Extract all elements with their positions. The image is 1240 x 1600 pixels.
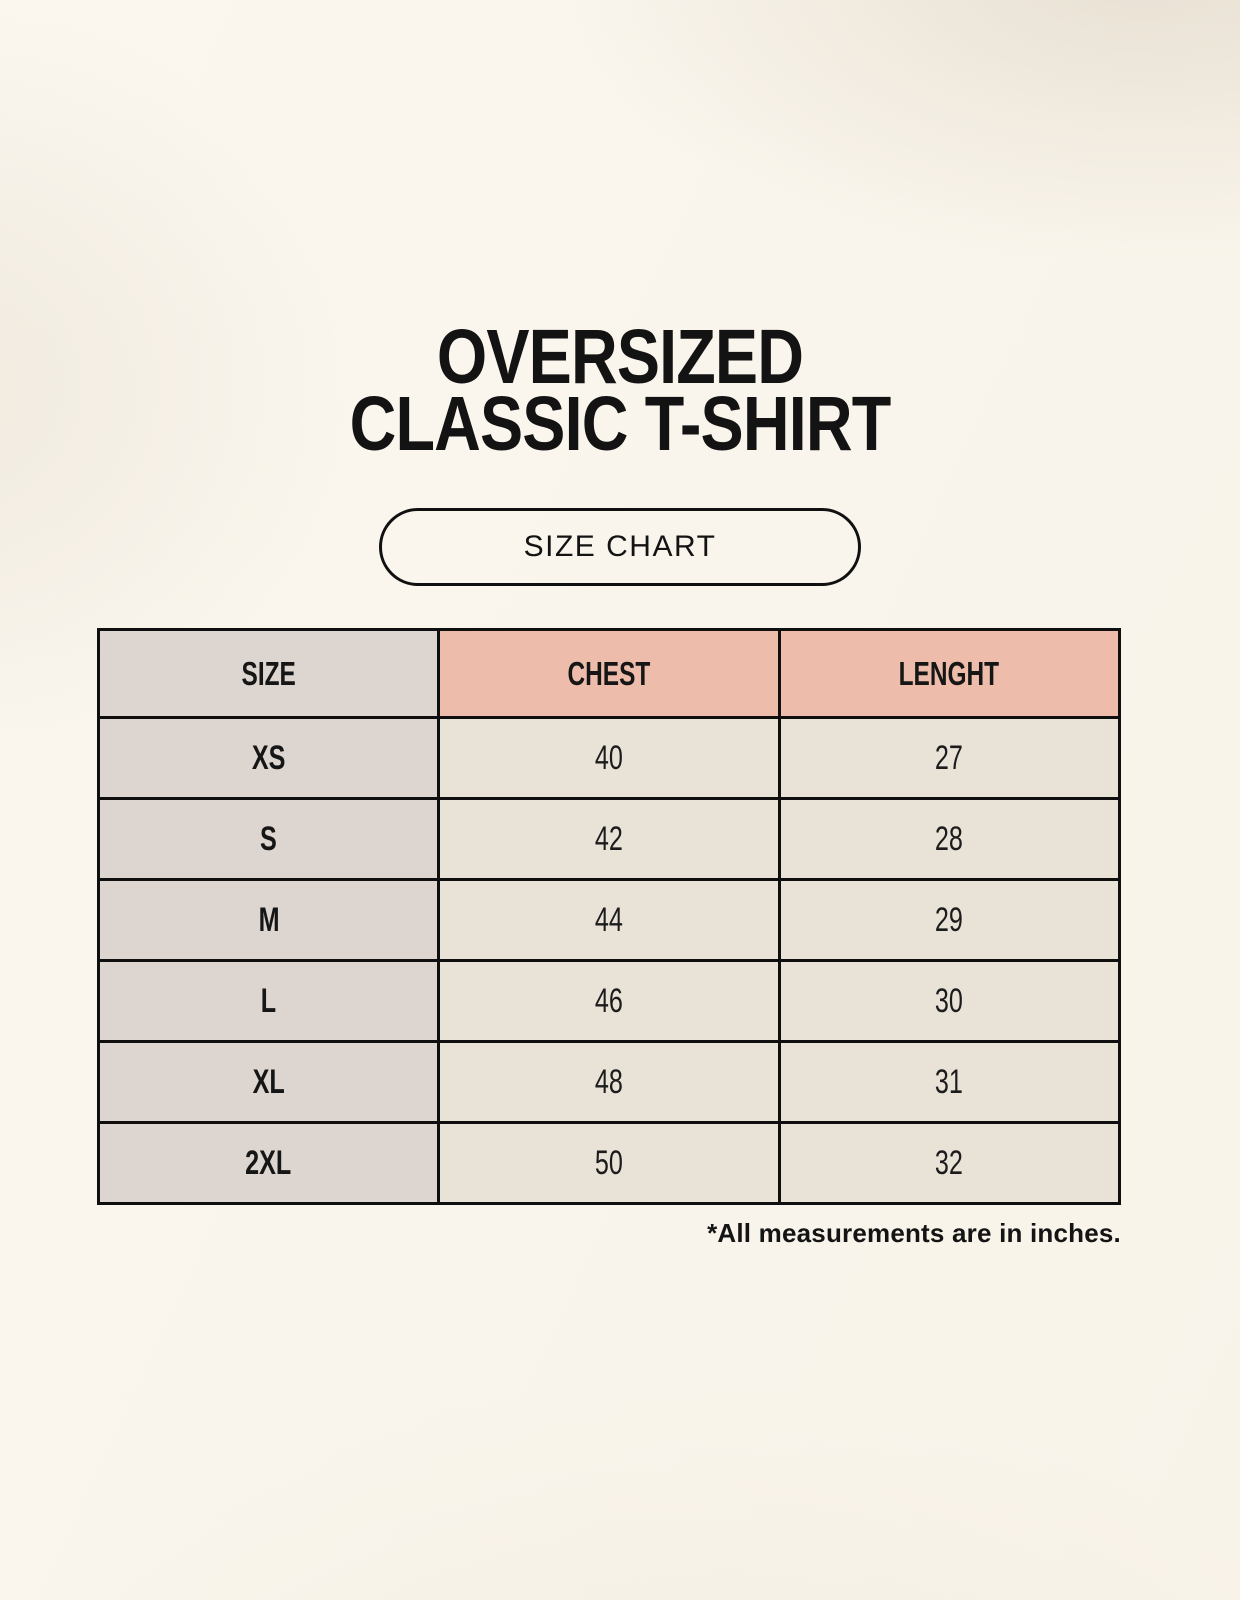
table-row-2xl: 2XL 50 32 bbox=[96, 1121, 1122, 1205]
product-title: OVERSIZED CLASSIC T-SHIRT bbox=[0, 0, 1240, 467]
size-cell: L bbox=[96, 959, 441, 1043]
table-header: SIZE CHEST LENGHT bbox=[96, 628, 1122, 719]
length-cell: 31 bbox=[777, 1040, 1122, 1124]
measurements-note: *All measurements are in inches. bbox=[707, 1218, 1121, 1248]
column-header-length: LENGHT bbox=[777, 628, 1122, 719]
size-chart-table: SIZE CHEST LENGHT XS 40 27 S 42 28 M 44 … bbox=[96, 628, 1122, 1205]
size-cell: 2XL bbox=[96, 1121, 441, 1205]
size-chart-button-label: SIZE CHART bbox=[523, 530, 717, 563]
size-cell: XL bbox=[96, 1040, 441, 1124]
chest-cell: 42 bbox=[437, 797, 781, 881]
table-row-xs: XS 40 27 bbox=[96, 716, 1122, 800]
table-row-l: L 46 30 bbox=[96, 959, 1122, 1043]
chest-cell: 46 bbox=[437, 959, 781, 1043]
column-header-chest: CHEST bbox=[437, 628, 781, 719]
length-cell: 29 bbox=[777, 878, 1122, 962]
column-header-size: SIZE bbox=[96, 628, 441, 719]
size-chart-button[interactable]: SIZE CHART bbox=[379, 508, 861, 586]
chest-cell: 50 bbox=[437, 1121, 781, 1205]
length-cell: 32 bbox=[777, 1121, 1122, 1205]
length-cell: 28 bbox=[777, 797, 1122, 881]
chest-cell: 44 bbox=[437, 878, 781, 962]
size-cell: XS bbox=[96, 716, 441, 800]
chest-cell: 48 bbox=[437, 1040, 781, 1124]
size-cell: S bbox=[96, 797, 441, 881]
chest-cell: 40 bbox=[437, 716, 781, 800]
table-row-s: S 42 28 bbox=[96, 797, 1122, 881]
header-row: SIZE CHEST LENGHT bbox=[96, 628, 1122, 719]
table-body: XS 40 27 S 42 28 M 44 29 L 46 30 XL 48 bbox=[96, 716, 1122, 1205]
table-row-xl: XL 48 31 bbox=[96, 1040, 1122, 1124]
product-title-line-1: OVERSIZED bbox=[436, 314, 804, 400]
length-cell: 30 bbox=[777, 959, 1122, 1043]
product-title-line-2: CLASSIC T-SHIRT bbox=[349, 381, 892, 467]
length-cell: 27 bbox=[777, 716, 1122, 800]
size-cell: M bbox=[96, 878, 441, 962]
table-row-m: M 44 29 bbox=[96, 878, 1122, 962]
